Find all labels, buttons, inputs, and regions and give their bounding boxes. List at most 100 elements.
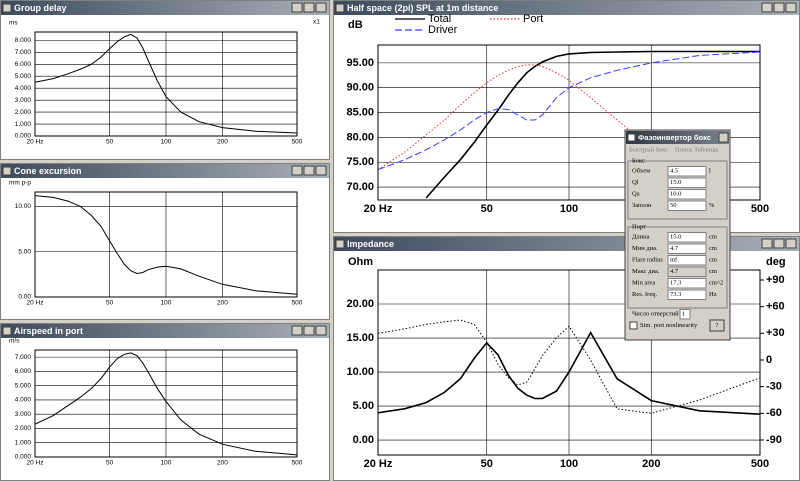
y2-tick-label: -30 xyxy=(766,381,782,393)
window-button[interactable] xyxy=(785,238,797,249)
field-value: 4.7 xyxy=(670,268,679,275)
field-value: 15.0 xyxy=(670,179,681,186)
y-tick-label: 20.00 xyxy=(346,298,374,310)
window-button[interactable] xyxy=(303,165,315,176)
series-group xyxy=(378,50,760,199)
window-button[interactable] xyxy=(785,2,797,13)
x-tick-label: 100 xyxy=(161,300,172,307)
x-tick-label: 500 xyxy=(292,139,303,146)
x-tick-label: 500 xyxy=(292,300,303,307)
y-tick-label: 5.00 xyxy=(353,400,374,412)
window-icon xyxy=(335,239,345,249)
y-tick-label: 2.000 xyxy=(15,425,32,432)
field-unit: % xyxy=(709,202,715,209)
y-tick-label: 6.000 xyxy=(15,61,32,68)
y-tick-label: 10.00 xyxy=(15,203,32,210)
window-button[interactable] xyxy=(315,2,327,13)
x-tick-label: 100 xyxy=(560,458,578,470)
input[interactable] xyxy=(667,266,707,277)
y-axis-label: m/s xyxy=(9,338,20,345)
field-label: Число отверстий xyxy=(632,310,679,317)
input[interactable] xyxy=(667,289,707,300)
input[interactable] xyxy=(667,278,707,289)
checkbox-label: Sim. port nonlinearity xyxy=(640,322,698,329)
input[interactable] xyxy=(667,255,707,266)
window-title: Impedance xyxy=(347,239,394,249)
window-button[interactable] xyxy=(761,2,773,13)
window-icon xyxy=(2,326,12,336)
input[interactable] xyxy=(667,166,707,177)
y-tick-label: 5.000 xyxy=(15,382,32,389)
y-tick-label: 85.00 xyxy=(346,106,374,118)
field-unit: Hz xyxy=(709,291,717,298)
window-button[interactable] xyxy=(773,2,785,13)
y2-tick-label: -60 xyxy=(766,407,782,419)
x-tick-label: 500 xyxy=(292,460,303,467)
x-tick-label: 50 xyxy=(106,300,114,307)
x-tick-label: 100 xyxy=(161,139,172,146)
window-button[interactable] xyxy=(303,325,315,336)
field-label: Заполн xyxy=(632,202,652,209)
y2-tick-label: +30 xyxy=(766,327,785,339)
y-tick-label: 7.000 xyxy=(15,49,32,56)
field-value: 4.7 xyxy=(670,245,679,252)
input[interactable] xyxy=(667,200,707,211)
field-label: Объем xyxy=(632,167,650,174)
window-icon xyxy=(2,166,12,176)
y2-tick-label: -90 xyxy=(766,434,782,446)
tab[interactable]: Поиск Таблицы xyxy=(675,146,719,153)
window-button[interactable] xyxy=(303,2,315,13)
window-button[interactable] xyxy=(291,165,303,176)
window-button[interactable] xyxy=(761,238,773,249)
input[interactable] xyxy=(667,177,707,188)
series-line xyxy=(35,33,297,134)
checkbox[interactable] xyxy=(629,321,638,330)
window-icon xyxy=(627,133,636,142)
field-label: Flare radius xyxy=(632,256,663,263)
window-button[interactable] xyxy=(773,238,785,249)
input[interactable] xyxy=(667,232,707,243)
window-title: Half space (2pi) SPL at 1m distance xyxy=(347,3,498,13)
y-tick-label: 4.000 xyxy=(15,397,32,404)
window-button[interactable] xyxy=(291,325,303,336)
field-value: 10.0 xyxy=(670,190,681,197)
x-tick-label: 100 xyxy=(161,460,172,467)
y-tick-label: 5.00 xyxy=(18,248,31,255)
input[interactable] xyxy=(667,189,707,200)
title-bar xyxy=(334,1,799,15)
x-tick-label: 50 xyxy=(106,139,114,146)
y2-tick-label: +60 xyxy=(766,301,785,313)
series-line xyxy=(425,50,760,199)
window-icon xyxy=(335,3,345,13)
y-axis-label: mm p-p xyxy=(9,180,31,187)
field-label: Мин диа. xyxy=(632,245,658,252)
y-axis-label: ms xyxy=(9,20,18,27)
series-group xyxy=(378,319,760,415)
input[interactable] xyxy=(667,243,707,254)
field-label: Ql xyxy=(632,179,639,186)
y-tick-label: 5.000 xyxy=(15,73,32,80)
field-value: 4.5 xyxy=(670,167,678,174)
window-button[interactable] xyxy=(315,325,327,336)
field-unit: cm xyxy=(709,245,717,252)
title-bar xyxy=(1,1,329,15)
y-tick-label: 6.000 xyxy=(15,368,32,375)
window-title: Cone excursion xyxy=(14,166,82,176)
group-box xyxy=(627,160,728,220)
y-tick-label: 90.00 xyxy=(346,82,374,94)
window-button[interactable] xyxy=(315,165,327,176)
field-value: 15.0 xyxy=(670,233,681,240)
title-bar xyxy=(626,131,729,144)
field-unit: cm xyxy=(709,233,717,240)
x-tick-label: 50 xyxy=(481,458,493,470)
help-button[interactable] xyxy=(709,319,725,332)
title-bar xyxy=(1,324,329,338)
window-button[interactable] xyxy=(291,2,303,13)
input[interactable] xyxy=(679,309,691,320)
y-tick-label: 1.000 xyxy=(15,121,32,128)
legend-label: Total xyxy=(428,13,451,25)
tab[interactable]: Быстрый бокс xyxy=(629,146,668,153)
close-button[interactable] xyxy=(718,132,729,143)
x-tick-label: 200 xyxy=(217,300,228,307)
